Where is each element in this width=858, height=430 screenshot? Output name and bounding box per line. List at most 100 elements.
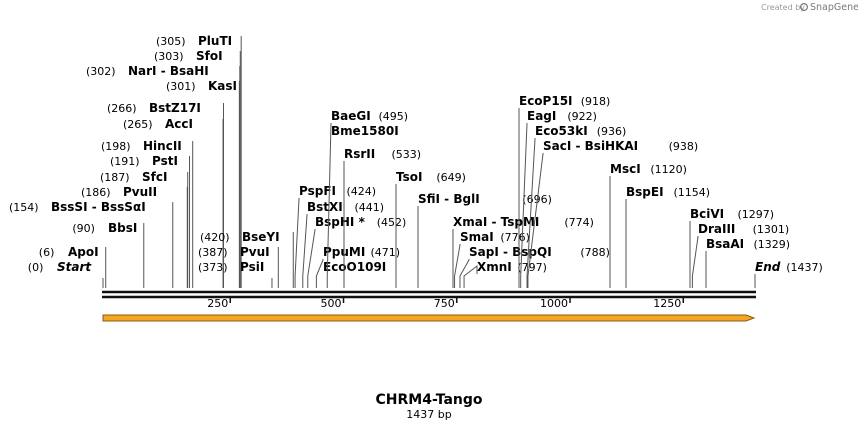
- site-rsrii[interactable]: RsrII (533): [343, 147, 421, 288]
- site-bcivi[interactable]: BciVI (1297): [689, 207, 775, 288]
- site-label: (302) NarI - BsaHI: [86, 64, 209, 78]
- credit-brand: SnapGene: [810, 2, 858, 13]
- site-label: (186) PvuII: [81, 185, 157, 199]
- site-eagi[interactable]: EagI (922): [520, 109, 597, 288]
- credit-prefix: Created by: [761, 3, 805, 12]
- site-saci[interactable]: SacI - BsiHKAI (938): [527, 139, 698, 288]
- site-hincii[interactable]: (198) HincII: [101, 139, 194, 288]
- site-label: MscI (1120): [610, 162, 687, 176]
- site-name: RsrII: [344, 147, 375, 161]
- site-name: SfoI: [196, 49, 223, 63]
- site-tsoi[interactable]: TsoI (649): [395, 170, 466, 288]
- site-name: TsoI: [396, 170, 422, 184]
- site-psti[interactable]: (191) PstI: [110, 154, 191, 288]
- site-bsphi[interactable]: BspHI * (452): [307, 215, 407, 288]
- site-bsaai[interactable]: BsaAI (1329): [705, 237, 790, 288]
- site-name: BspEI: [626, 185, 664, 199]
- site-name: HincII: [143, 139, 182, 153]
- site-label: (265) AccI: [123, 117, 193, 131]
- site-position: (373): [198, 261, 228, 274]
- site-draiii[interactable]: DraIII (1301): [691, 222, 789, 288]
- site-xmai[interactable]: XmaI - TspMI (774): [452, 215, 594, 288]
- site-eco53ki[interactable]: Eco53kI (936): [526, 124, 627, 288]
- site-name: MscI: [610, 162, 641, 176]
- site-position: (938): [669, 140, 699, 153]
- site-name: DraIII: [698, 222, 735, 236]
- site-label: (90) BbsI: [72, 221, 137, 235]
- site-label: Bme1580I: [331, 124, 399, 138]
- site-position: (90): [72, 222, 95, 235]
- site-position: (788): [580, 246, 610, 259]
- site-position: (776): [500, 231, 530, 244]
- site-label: (187) SfcI: [100, 170, 167, 184]
- site-name: SacI - BsiHKAI: [543, 139, 638, 153]
- site-bspei[interactable]: BspEI (1154): [625, 185, 711, 288]
- site-position: (1329): [754, 238, 791, 251]
- site-name: PvuII: [123, 185, 157, 199]
- site-apoi[interactable]: (6) ApoI: [39, 245, 107, 288]
- site-bbsi[interactable]: (90) BbsI: [72, 221, 145, 288]
- site-name: XmnI: [477, 260, 512, 274]
- site-position: (1154): [674, 186, 711, 199]
- site-label: DraIII (1301): [698, 222, 789, 236]
- site-pvui[interactable]: (387) PvuI: [198, 245, 279, 288]
- site-pluti[interactable]: (305) PluTI: [156, 34, 242, 288]
- site-ecoo109i[interactable]: EcoO109I: [323, 260, 386, 274]
- tick-label: 250: [207, 297, 228, 310]
- site-name: BstXI: [307, 200, 343, 214]
- site-label: (305) PluTI: [156, 34, 232, 48]
- site-label: BspHI * (452): [315, 215, 406, 229]
- site-bsssi[interactable]: (154) BssSI - BssSαI: [9, 200, 174, 288]
- site-position: (1301): [753, 223, 790, 236]
- site-position: (303): [154, 50, 184, 63]
- site-name: BsaAI: [706, 237, 744, 251]
- site-leader-line: [326, 123, 332, 288]
- site-name: PsiI: [240, 260, 264, 274]
- site-position: (387): [198, 246, 228, 259]
- feature-arrow[interactable]: [102, 314, 756, 322]
- site-ecop15i[interactable]: EcoP15I (918): [518, 94, 610, 288]
- site-leader-line: [302, 214, 308, 288]
- site-sfii[interactable]: SfiI - BglI (696): [417, 192, 552, 288]
- site-bseyi[interactable]: (420) BseYI: [200, 230, 294, 288]
- site-end[interactable]: End (1437): [754, 260, 823, 288]
- site-baegi[interactable]: BaeGI (495): [326, 109, 409, 288]
- site-position: (6): [39, 246, 55, 259]
- site-label: RsrII (533): [344, 147, 421, 161]
- site-label: (373) PsiI: [198, 260, 264, 274]
- site-sfci[interactable]: (187) SfcI: [100, 170, 189, 288]
- site-start[interactable]: (0) Start: [28, 260, 104, 288]
- site-label: EcoP15I (918): [519, 94, 610, 108]
- site-position: (302): [86, 65, 116, 78]
- site-msci[interactable]: MscI (1120): [609, 162, 687, 288]
- site-position: (495): [379, 110, 409, 123]
- site-label: BsaAI (1329): [706, 237, 790, 251]
- site-name: SfiI - BglI: [418, 192, 480, 206]
- site-label: (0) Start: [28, 260, 93, 274]
- site-leader-line: [315, 259, 324, 288]
- site-leader-line: [691, 236, 699, 288]
- tick-label: 500: [321, 297, 342, 310]
- site-label: End (1437): [755, 260, 823, 274]
- site-psii[interactable]: (373) PsiI: [198, 260, 273, 288]
- site-name: PspFI: [299, 184, 336, 198]
- site-name: PstI: [152, 154, 178, 168]
- site-position: (154): [9, 201, 39, 214]
- site-position: (1297): [738, 208, 775, 221]
- site-name: BssSI - BssSαI: [51, 200, 146, 214]
- site-name: XmaI - TspMI: [453, 215, 539, 229]
- site-name: ApoI: [68, 245, 99, 259]
- site-xmni[interactable]: XmnI (797): [463, 260, 547, 288]
- site-bstz17i[interactable]: (266) BstZ17I: [107, 101, 225, 288]
- site-position: (936): [597, 125, 627, 138]
- site-sfoi[interactable]: (303) SfoI: [154, 49, 241, 288]
- map-length: 1437 bp: [406, 408, 451, 421]
- tick-label: 1000: [540, 297, 568, 310]
- site-bme1580i[interactable]: Bme1580I: [331, 124, 399, 138]
- site-leader-line: [294, 198, 300, 288]
- site-bstxi[interactable]: BstXI (441): [302, 200, 384, 288]
- site-position: (191): [110, 155, 140, 168]
- site-name: SmaI: [460, 230, 494, 244]
- site-label: SacI - BsiHKAI (938): [543, 139, 698, 153]
- site-pspfi[interactable]: PspFI (424): [294, 184, 376, 288]
